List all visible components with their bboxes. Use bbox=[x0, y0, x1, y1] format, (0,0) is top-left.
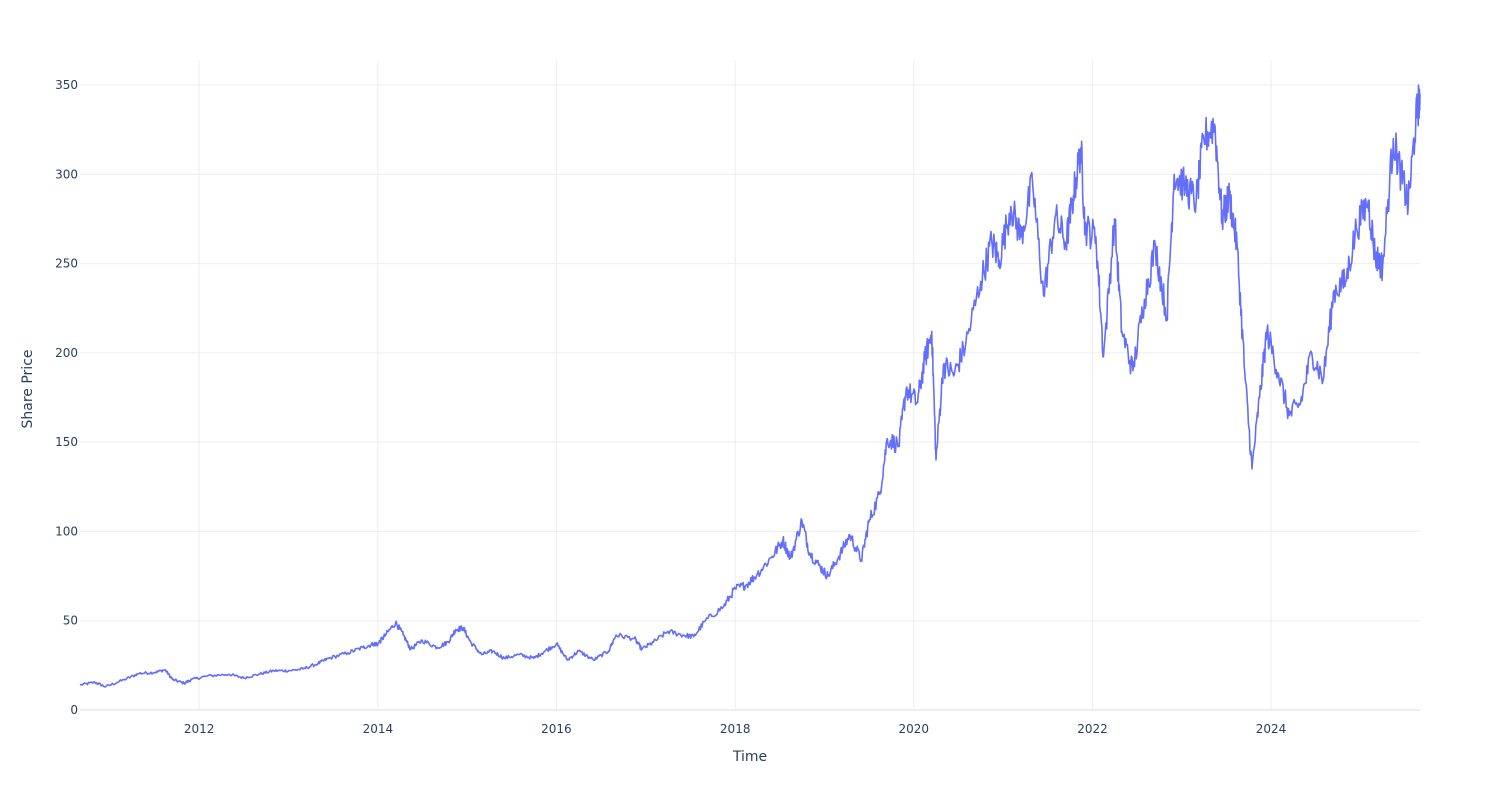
x-axis-title: Time bbox=[732, 749, 767, 765]
x-gridlines bbox=[198, 60, 1272, 710]
y-tick-label: 100 bbox=[55, 524, 78, 538]
x-tick-label: 2018 bbox=[720, 722, 751, 736]
x-tick-label: 2016 bbox=[541, 722, 572, 736]
y-tick-label: 250 bbox=[55, 257, 78, 271]
y-tick-label: 300 bbox=[55, 167, 78, 181]
y-tick-label: 50 bbox=[63, 614, 78, 628]
series-layer bbox=[79, 84, 1421, 688]
x-tick-label: 2020 bbox=[898, 722, 929, 736]
x-tick-labels: 2012 2014 2016 2018 2020 2022 2024 bbox=[184, 722, 1286, 736]
x-tick-label: 2012 bbox=[184, 722, 215, 736]
x-tick-label: 2014 bbox=[363, 722, 394, 736]
y-tick-label: 350 bbox=[55, 78, 78, 92]
y-axis-title: Share Price bbox=[20, 349, 36, 428]
price-line bbox=[79, 84, 1421, 688]
x-tick-label: 2024 bbox=[1256, 722, 1287, 736]
x-tick-label: 2022 bbox=[1077, 722, 1108, 736]
y-tick-label: 0 bbox=[70, 703, 78, 717]
y-tick-label: 200 bbox=[55, 346, 78, 360]
y-tick-labels: 0 50 100 150 200 250 300 350 bbox=[55, 78, 78, 717]
y-tick-label: 150 bbox=[55, 435, 78, 449]
y-gridlines bbox=[80, 84, 1420, 711]
